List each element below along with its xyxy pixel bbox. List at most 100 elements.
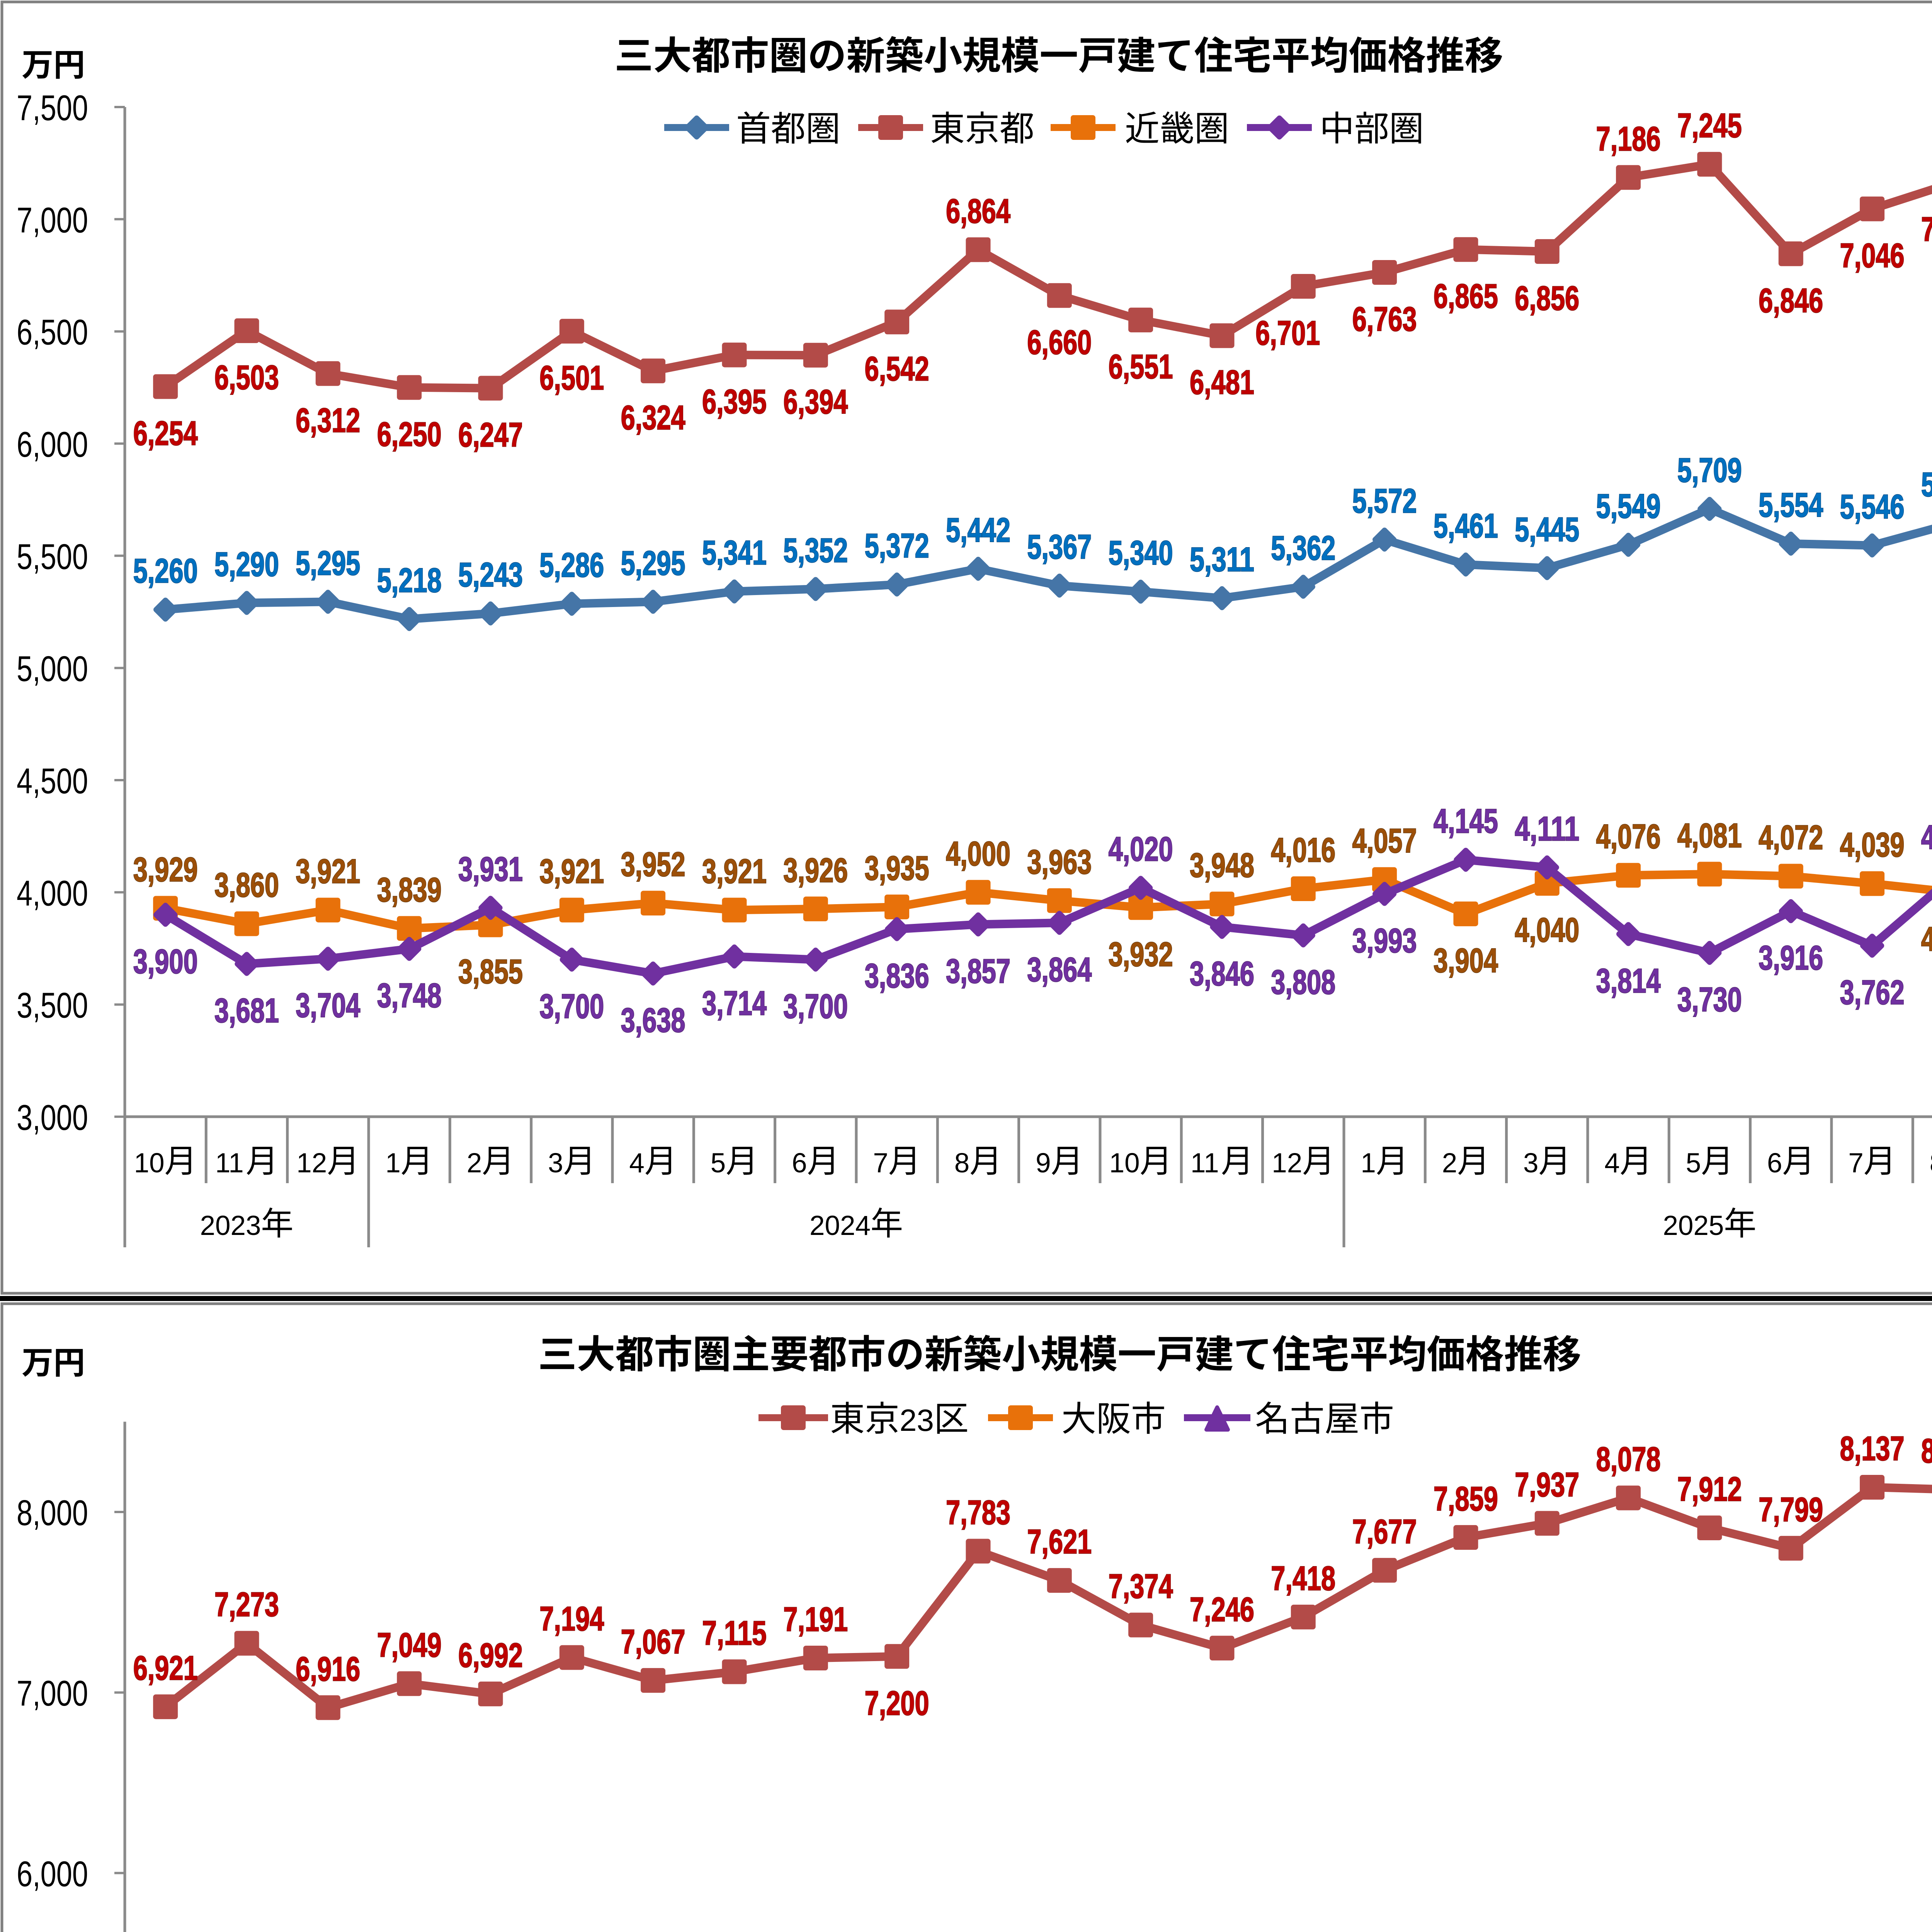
svg-text:5: 5	[711, 1148, 726, 1179]
svg-text:6,916: 6,916	[296, 1650, 360, 1688]
svg-text:6,000: 6,000	[17, 1854, 88, 1894]
svg-text:3,714: 3,714	[702, 984, 767, 1022]
svg-text:11: 11	[1190, 1148, 1219, 1179]
svg-text:3,836: 3,836	[865, 957, 929, 995]
svg-text:12: 12	[1272, 1148, 1302, 1179]
svg-text:5,442: 5,442	[946, 511, 1010, 549]
svg-text:7: 7	[873, 1148, 888, 1179]
svg-text:1: 1	[385, 1148, 401, 1179]
svg-text:3,855: 3,855	[458, 952, 523, 991]
svg-text:5,000: 5,000	[17, 649, 88, 689]
svg-text:6,660: 6,660	[1027, 323, 1092, 361]
svg-text:5,243: 5,243	[458, 556, 523, 594]
svg-text:5,367: 5,367	[1027, 528, 1092, 566]
svg-text:6: 6	[792, 1148, 807, 1179]
svg-text:3: 3	[548, 1148, 563, 1179]
svg-text:23: 23	[900, 1403, 934, 1437]
svg-text:3,926: 3,926	[783, 851, 848, 889]
svg-text:3,921: 3,921	[296, 852, 360, 890]
svg-text:5,260: 5,260	[133, 552, 198, 590]
svg-text:6,500: 6,500	[17, 312, 88, 352]
svg-text:7,194: 7,194	[539, 1600, 604, 1638]
svg-text:5: 5	[1686, 1148, 1701, 1179]
svg-text:5,645: 5,645	[1921, 465, 1932, 503]
svg-text:3,808: 3,808	[1271, 963, 1335, 1001]
svg-text:3,904: 3,904	[1434, 941, 1498, 980]
svg-text:6,551: 6,551	[1109, 347, 1173, 386]
svg-text:2024: 2024	[810, 1211, 871, 1241]
svg-text:4,073: 4,073	[1921, 818, 1932, 856]
svg-text:7,418: 7,418	[1271, 1559, 1335, 1597]
svg-text:8,000: 8,000	[17, 1493, 88, 1533]
svg-text:3,935: 3,935	[865, 849, 929, 887]
svg-text:3,000: 3,000	[17, 1097, 88, 1138]
svg-text:5,546: 5,546	[1840, 488, 1905, 526]
svg-text:10: 10	[134, 1148, 165, 1179]
svg-text:7,191: 7,191	[783, 1600, 848, 1638]
svg-text:11: 11	[215, 1148, 244, 1179]
svg-text:7,115: 7,115	[702, 1614, 767, 1652]
svg-text:5,549: 5,549	[1596, 487, 1661, 525]
svg-text:4,500: 4,500	[17, 761, 88, 801]
svg-text:8: 8	[1930, 1148, 1932, 1179]
svg-text:5,286: 5,286	[539, 546, 604, 584]
svg-text:6,501: 6,501	[539, 359, 604, 397]
svg-text:7,621: 7,621	[1027, 1522, 1092, 1561]
svg-text:4,057: 4,057	[1352, 821, 1417, 860]
svg-text:7,067: 7,067	[621, 1622, 685, 1661]
svg-text:3,846: 3,846	[1190, 954, 1254, 993]
svg-text:6,865: 6,865	[1434, 277, 1498, 315]
svg-text:5,218: 5,218	[377, 561, 442, 599]
svg-text:5,500: 5,500	[17, 536, 88, 577]
svg-text:3,638: 3,638	[621, 1001, 685, 1039]
svg-text:12: 12	[296, 1148, 327, 1179]
svg-text:6,856: 6,856	[1515, 279, 1579, 317]
svg-text:8,078: 8,078	[1596, 1440, 1661, 1478]
svg-text:6,542: 6,542	[865, 349, 929, 388]
svg-text:7,273: 7,273	[214, 1585, 279, 1624]
svg-text:3,730: 3,730	[1677, 980, 1742, 1019]
svg-text:7,000: 7,000	[17, 1673, 88, 1713]
svg-text:6,992: 6,992	[458, 1636, 523, 1674]
svg-text:7,799: 7,799	[1759, 1490, 1823, 1529]
svg-text:6,503: 6,503	[214, 358, 279, 396]
svg-text:3,921: 3,921	[702, 852, 767, 890]
svg-text:3,993: 3,993	[1352, 921, 1417, 959]
svg-text:6,000: 6,000	[17, 424, 88, 464]
svg-text:7: 7	[1848, 1148, 1864, 1179]
svg-text:7,374: 7,374	[1109, 1567, 1173, 1605]
svg-text:3,916: 3,916	[1759, 939, 1823, 977]
svg-text:3,700: 3,700	[539, 987, 604, 1026]
svg-text:3,864: 3,864	[1027, 950, 1092, 988]
svg-text:3,700: 3,700	[783, 987, 848, 1026]
svg-text:3,948: 3,948	[1190, 846, 1254, 884]
svg-text:6,395: 6,395	[702, 383, 767, 421]
svg-text:4,000: 4,000	[17, 873, 88, 913]
svg-text:6,254: 6,254	[133, 414, 198, 452]
svg-text:7,200: 7,200	[865, 1684, 929, 1722]
svg-text:3,929: 3,929	[133, 850, 198, 889]
svg-text:3,952: 3,952	[621, 845, 685, 883]
svg-text:5,572: 5,572	[1352, 482, 1417, 520]
svg-text:3,900: 3,900	[133, 942, 198, 980]
svg-text:7,046: 7,046	[1840, 236, 1905, 275]
svg-text:6,921: 6,921	[133, 1649, 198, 1687]
svg-text:1: 1	[1361, 1148, 1376, 1179]
svg-text:6,250: 6,250	[377, 415, 442, 453]
svg-text:3,814: 3,814	[1596, 961, 1661, 1000]
svg-text:8,137: 8,137	[1840, 1429, 1905, 1468]
svg-text:5,340: 5,340	[1109, 534, 1173, 572]
svg-text:3,932: 3,932	[1109, 935, 1173, 973]
svg-text:4,020: 4,020	[1109, 830, 1173, 868]
svg-text:9: 9	[1036, 1148, 1051, 1179]
svg-text:5,341: 5,341	[702, 534, 767, 572]
svg-text:4,076: 4,076	[1596, 817, 1661, 855]
svg-text:5,295: 5,295	[621, 544, 685, 582]
svg-text:7,859: 7,859	[1434, 1480, 1498, 1518]
svg-text:3,931: 3,931	[458, 850, 523, 888]
svg-text:4,145: 4,145	[1434, 802, 1498, 840]
svg-text:3,704: 3,704	[296, 986, 360, 1024]
svg-text:5,311: 5,311	[1190, 540, 1254, 578]
svg-text:8,124: 8,124	[1921, 1432, 1932, 1470]
svg-text:3,839: 3,839	[377, 871, 442, 909]
